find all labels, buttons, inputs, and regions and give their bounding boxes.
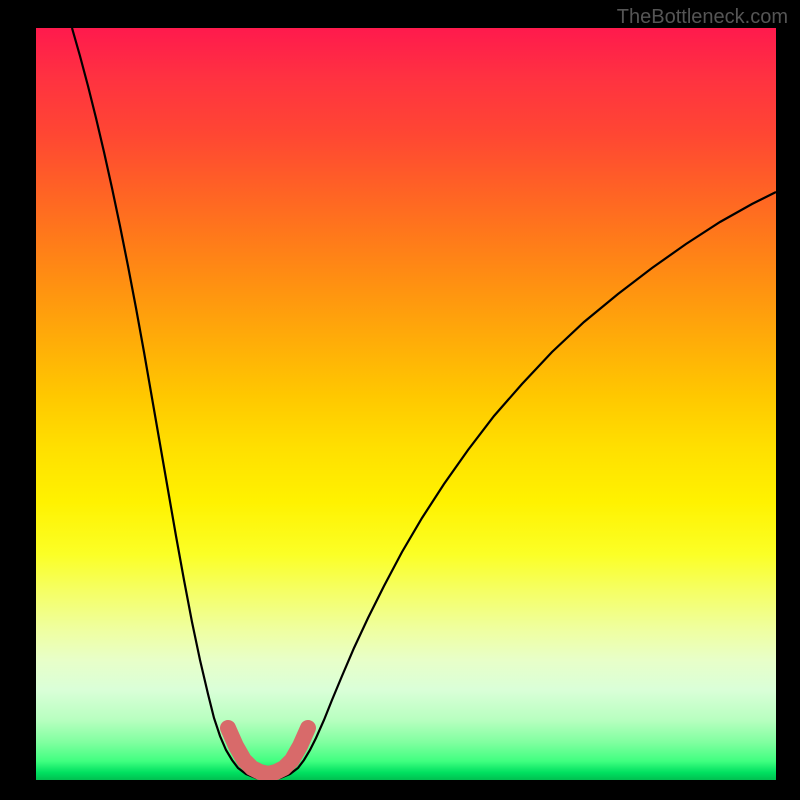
plot-area — [36, 28, 776, 780]
main-curve — [72, 28, 776, 780]
chart-canvas: TheBottleneck.com — [0, 0, 800, 800]
watermark-text: TheBottleneck.com — [617, 6, 788, 29]
notch-overlay — [228, 728, 308, 774]
curve-svg — [36, 28, 776, 780]
